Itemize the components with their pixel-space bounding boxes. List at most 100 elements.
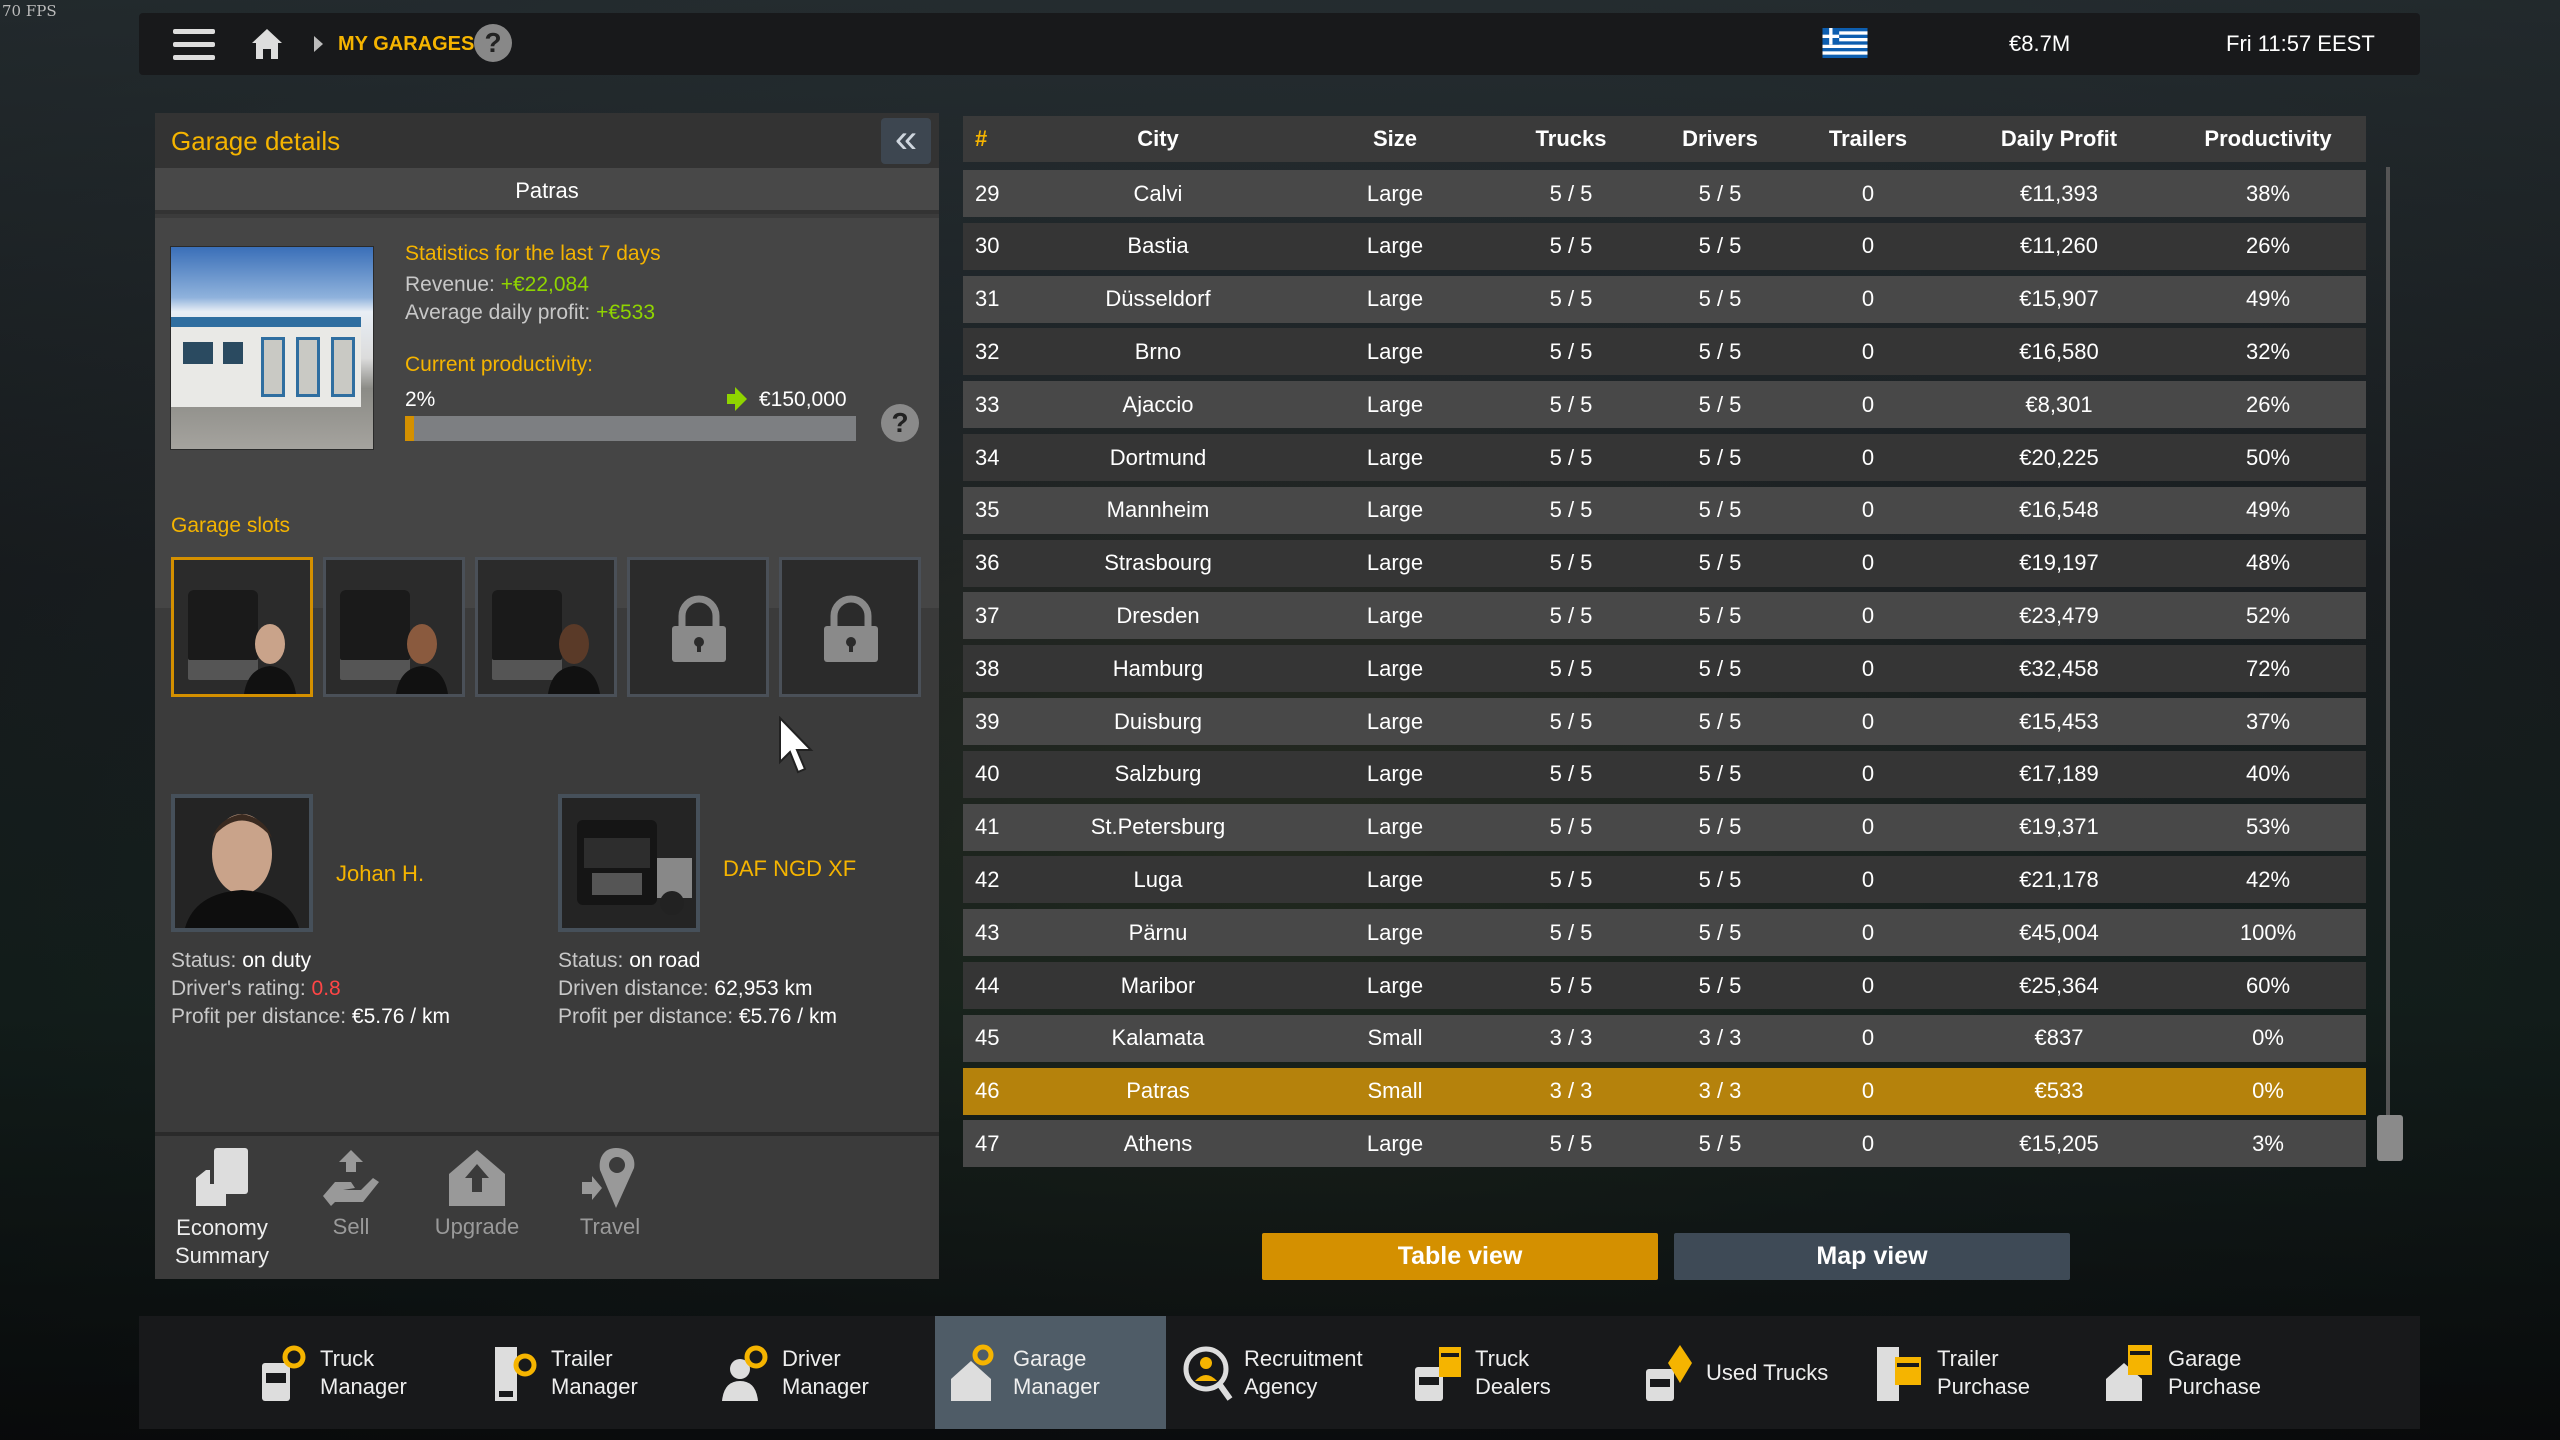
economy-summary-button[interactable]: Economy Summary: [155, 1148, 289, 1270]
cell-productivity: 60%: [2245, 972, 2291, 998]
cell-trailers: 0: [1861, 1130, 1875, 1156]
table-row[interactable]: 29 Calvi Large 5 / 5 5 / 5 0 €11,393 38%: [963, 170, 2366, 217]
nav-garage-purchase[interactable]: Garage Purchase: [2090, 1316, 2321, 1429]
cell-drivers: 5 / 5: [1698, 761, 1742, 787]
cell-trucks: 5 / 5: [1549, 180, 1593, 206]
table-row[interactable]: 35 Mannheim Large 5 / 5 5 / 5 0 €16,548 49%: [963, 486, 2366, 534]
cell-daily-profit: €21,178: [2019, 866, 2099, 892]
table-row[interactable]: 40 Salzburg Large 5 / 5 5 / 5 0 €17,189 40%: [963, 750, 2366, 798]
cell-trailers: 0: [1861, 286, 1875, 312]
nav-trailer-purchase[interactable]: Trailer Purchase: [1859, 1316, 2090, 1429]
cell-garage-number: 41: [975, 814, 1000, 840]
collapse-panel-button[interactable]: «: [881, 118, 931, 164]
table-row[interactable]: 32 Brno Large 5 / 5 5 / 5 0 €16,580 32%: [963, 328, 2366, 376]
cell-size: Large: [1366, 761, 1424, 787]
cell-garage-number: 40: [975, 761, 1000, 787]
home-icon[interactable]: [250, 27, 284, 61]
map-view-button[interactable]: Map view: [1674, 1233, 2070, 1280]
nav-used-trucks[interactable]: Used Trucks: [1628, 1316, 1859, 1429]
cell-trailers: 0: [1861, 550, 1875, 576]
driver-thumbnail: [244, 624, 296, 694]
cell-trucks: 5 / 5: [1549, 655, 1593, 681]
productivity-help-button[interactable]: ?: [881, 404, 919, 442]
nav-recruitment[interactable]: Recruitment Agency: [1166, 1316, 1397, 1429]
hamburger-menu-icon[interactable]: [173, 29, 215, 61]
nav-driver-manager[interactable]: Driver Manager: [704, 1316, 935, 1429]
table-row[interactable]: 46 Patras Small 3 / 3 3 / 3 0 €533 0%: [963, 1067, 2366, 1115]
table-row[interactable]: 33 Ajaccio Large 5 / 5 5 / 5 0 €8,301 26%: [963, 381, 2366, 429]
driver-portrait[interactable]: [171, 794, 313, 932]
travel-button[interactable]: Travel: [555, 1148, 665, 1240]
truck-name[interactable]: DAF NGD XF: [723, 856, 857, 881]
garage-slot-locked[interactable]: [627, 557, 769, 697]
breadcrumb[interactable]: MY GARAGES: [338, 33, 475, 55]
column-header-drivers[interactable]: Drivers: [1682, 126, 1758, 151]
table-row[interactable]: 34 Dortmund Large 5 / 5 5 / 5 0 €20,225 50%: [963, 434, 2366, 481]
cell-trailers: 0: [1861, 444, 1875, 470]
table-view-button[interactable]: Table view: [1262, 1233, 1658, 1280]
cell-city: Dresden: [1116, 602, 1200, 628]
nav-label: Truck Dealers: [1475, 1345, 1551, 1401]
garage-image: [170, 246, 374, 450]
table-scrollbar-thumb[interactable]: [2377, 1115, 2403, 1161]
cell-size: Large: [1366, 497, 1424, 523]
cell-trailers: 0: [1861, 655, 1875, 681]
nav-label: Driver Manager: [782, 1345, 869, 1401]
table-row[interactable]: 37 Dresden Large 5 / 5 5 / 5 0 €23,479 52%: [963, 592, 2366, 640]
cell-trailers: 0: [1861, 814, 1875, 840]
table-scrollbar[interactable]: [2386, 167, 2390, 1160]
table-row[interactable]: 43 Pärnu Large 5 / 5 5 / 5 0 €45,004 100%: [963, 909, 2366, 957]
table-row[interactable]: 38 Hamburg Large 5 / 5 5 / 5 0 €32,458 72%: [963, 645, 2366, 693]
cell-size: Large: [1366, 233, 1424, 259]
cell-trucks: 5 / 5: [1549, 919, 1593, 945]
nav-truck-dealers[interactable]: Truck Dealers: [1397, 1316, 1628, 1429]
driver-info: Status: on duty Driver's rating: 0.8 Pro…: [171, 947, 450, 1031]
table-row[interactable]: 36 Strasbourg Large 5 / 5 5 / 5 0 €19,197 48%: [963, 539, 2366, 587]
column-header-daily-profit[interactable]: Daily Profit: [2000, 126, 2118, 151]
table-row[interactable]: 39 Duisburg Large 5 / 5 5 / 5 0 €15,453 37%: [963, 698, 2366, 745]
cell-size: Large: [1366, 602, 1424, 628]
table-row[interactable]: 41 St.Petersburg Large 5 / 5 5 / 5 0 €19,371 53…: [963, 803, 2366, 851]
nav-label-line2: Manager: [320, 1373, 407, 1399]
truck-status: on road: [629, 949, 701, 972]
garage-slot[interactable]: [171, 557, 313, 697]
nav-garage-manager[interactable]: Garage Manager: [935, 1316, 1166, 1429]
table-row[interactable]: 47 Athens Large 5 / 5 5 / 5 0 €15,205 3%: [963, 1120, 2366, 1168]
driver-rating: 0.8: [311, 977, 341, 1000]
cell-daily-profit: €23,479: [2019, 602, 2099, 628]
driver-name[interactable]: Johan H.: [336, 861, 425, 886]
cell-garage-number: 35: [975, 497, 1000, 523]
table-row[interactable]: 42 Luga Large 5 / 5 5 / 5 0 €21,178 42%: [963, 856, 2366, 904]
cell-daily-profit: €11,260: [2020, 233, 2098, 259]
driver-thumbnail: [548, 624, 600, 694]
column-header-garage-number[interactable]: #: [975, 126, 988, 151]
garage-slot-locked[interactable]: [779, 557, 921, 697]
column-header-size[interactable]: Size: [1372, 126, 1418, 151]
table-row[interactable]: 45 Kalamata Small 3 / 3 3 / 3 0 €837 0%: [963, 1014, 2366, 1062]
nav-label-line2: Manager: [551, 1373, 638, 1399]
upgrade-button[interactable]: Upgrade: [417, 1148, 537, 1240]
table-row[interactable]: 44 Maribor Large 5 / 5 5 / 5 0 €25,364 60%: [963, 962, 2366, 1009]
garage-slot[interactable]: [475, 557, 617, 697]
column-header-trailers[interactable]: Trailers: [1828, 126, 1908, 151]
garage-purchase-icon: [2106, 1344, 2152, 1401]
cell-trucks: 5 / 5: [1549, 866, 1593, 892]
column-header-city[interactable]: City: [1137, 126, 1179, 151]
table-row[interactable]: 31 Düsseldorf Large 5 / 5 5 / 5 0 €15,907 49%: [963, 275, 2366, 323]
column-header-productivity[interactable]: Productivity: [2204, 126, 2332, 151]
truck-manager-icon: [262, 1345, 306, 1401]
cell-trailers: 0: [1861, 972, 1875, 998]
table-row[interactable]: 30 Bastia Large 5 / 5 5 / 5 0 €11,260 26%: [963, 222, 2366, 270]
truck-portrait[interactable]: [558, 794, 700, 932]
sell-button[interactable]: Sell: [305, 1148, 397, 1240]
avg-profit-value: +€533: [596, 301, 656, 324]
breadcrumb-chevron-icon: [314, 36, 323, 52]
garage-slot[interactable]: [323, 557, 465, 697]
cell-drivers: 3 / 3: [1698, 1078, 1742, 1104]
cell-city: Maribor: [1120, 972, 1196, 998]
nav-truck-manager[interactable]: Truck Manager: [242, 1316, 473, 1429]
nav-trailer-manager[interactable]: Trailer Manager: [473, 1316, 704, 1429]
column-header-trucks[interactable]: Trucks: [1535, 126, 1607, 151]
help-button[interactable]: ?: [474, 24, 512, 62]
cell-drivers: 5 / 5: [1698, 391, 1742, 417]
